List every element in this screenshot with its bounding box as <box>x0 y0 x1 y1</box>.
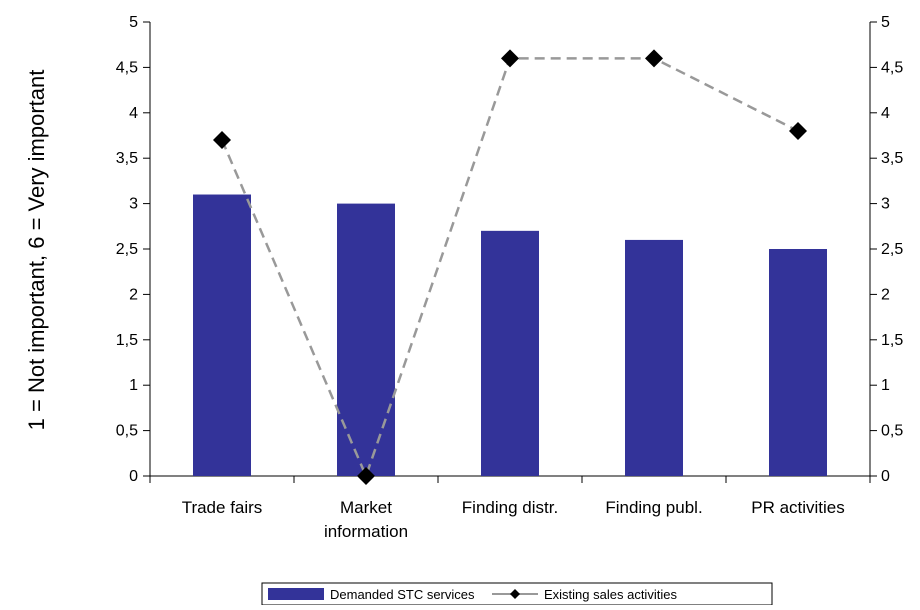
y2-tick-label: 3 <box>881 196 890 213</box>
x-category-label: Trade fairs <box>182 498 263 517</box>
y2-tick-label: 4 <box>881 105 890 122</box>
x-category-label: Market <box>340 498 392 517</box>
tick-labels: 0 0,5 1 1,5 2 2,5 3 3,5 4 4,5 5 0 0,5 1 1,5 2 2,5 3 3,5 4 4,… <box>116 14 904 541</box>
legend-swatch-bar <box>268 588 324 600</box>
y-tick-label: 1 <box>129 377 138 394</box>
y-tick-label: 3,5 <box>116 150 138 167</box>
y2-tick-label: 4,5 <box>881 59 903 76</box>
bar-series <box>193 194 827 476</box>
y-tick-label: 3 <box>129 196 138 213</box>
legend-label: Demanded STC services <box>330 587 475 602</box>
line-point <box>357 467 375 485</box>
y-tick-label: 2 <box>129 286 138 303</box>
legend-label: Existing sales activities <box>544 587 677 602</box>
bar <box>337 203 395 476</box>
y-tick-label: 4 <box>129 105 138 122</box>
legend-swatch-marker <box>510 589 520 599</box>
bar <box>769 249 827 476</box>
x-category-label: Finding distr. <box>462 498 558 517</box>
bar <box>481 230 539 476</box>
y2-tick-label: 0 <box>881 468 890 485</box>
y-tick-label: 4,5 <box>116 59 138 76</box>
legend: Demanded STC services Existing sales acti… <box>261 582 773 606</box>
line-point <box>501 49 519 68</box>
y2-tick-label: 2 <box>881 286 890 303</box>
bar <box>193 194 251 476</box>
line-series <box>213 49 807 485</box>
y-tick-label: 1,5 <box>116 332 138 349</box>
x-category-label: information <box>324 522 408 541</box>
x-category-label: PR activities <box>751 498 845 517</box>
y2-tick-label: 1 <box>881 377 890 394</box>
x-category-label: Finding publ. <box>605 498 702 517</box>
y-tick-label: 2,5 <box>116 241 138 258</box>
y2-tick-label: 2,5 <box>881 241 903 258</box>
y2-tick-label: 3,5 <box>881 150 903 167</box>
line-point <box>789 121 807 140</box>
y-axis-title: 1 = Not important, 6 = Very important <box>24 70 49 431</box>
line-point <box>213 131 231 150</box>
y-tick-label: 0 <box>129 468 138 485</box>
y-tick-label: 5 <box>129 14 138 31</box>
y2-tick-label: 5 <box>881 14 890 31</box>
bar <box>625 239 683 476</box>
y2-tick-label: 0,5 <box>881 423 903 440</box>
y-tick-label: 0,5 <box>116 423 138 440</box>
y2-tick-label: 1,5 <box>881 332 903 349</box>
line-point <box>645 49 663 68</box>
